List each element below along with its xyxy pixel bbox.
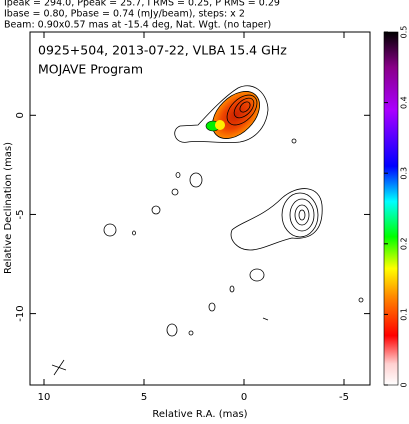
y-tick-label: -10 <box>15 305 26 321</box>
y-tick-label: -5 <box>15 209 26 219</box>
x-tick-label: 5 <box>141 392 147 403</box>
x-tick-label: -5 <box>339 392 349 403</box>
colorbar <box>383 31 399 386</box>
x-tick-label: 0 <box>241 392 247 403</box>
colorbar-tick-label: 0.4 <box>400 96 409 109</box>
chart-title: 0925+504, 2013-07-22, VLBA 15.4 GHz <box>38 43 287 58</box>
plot-frame <box>29 31 371 386</box>
colorbar-tick-label: 0.5 <box>400 26 409 39</box>
y-tick-label: 0 <box>15 112 26 118</box>
header-line: Ibase = 0.80, Pbase = 0.74 (mJy/beam), s… <box>4 9 245 20</box>
header-line: Ipeak = 294.0, Ppeak = 25.7, I RMS = 0.2… <box>4 0 280 9</box>
chart-subtitle: MOJAVE Program <box>38 62 143 77</box>
x-axis-label: Relative R.A. (mas) <box>152 409 247 420</box>
beam <box>51 359 67 376</box>
colorbar-tick-label: 0 <box>400 382 409 387</box>
colorbar-tick-label: 0.2 <box>400 237 409 250</box>
header-line: Beam: 0.90x0.57 mas at -15.4 deg, Nat. W… <box>4 20 271 31</box>
colorbar-tick-label: 0.1 <box>400 308 409 321</box>
contours <box>103 85 364 337</box>
colorbar-tick-label: 0.3 <box>400 167 409 180</box>
y-axis-label: Relative Declination (mas) <box>3 142 14 274</box>
x-tick-label: 10 <box>38 392 51 403</box>
